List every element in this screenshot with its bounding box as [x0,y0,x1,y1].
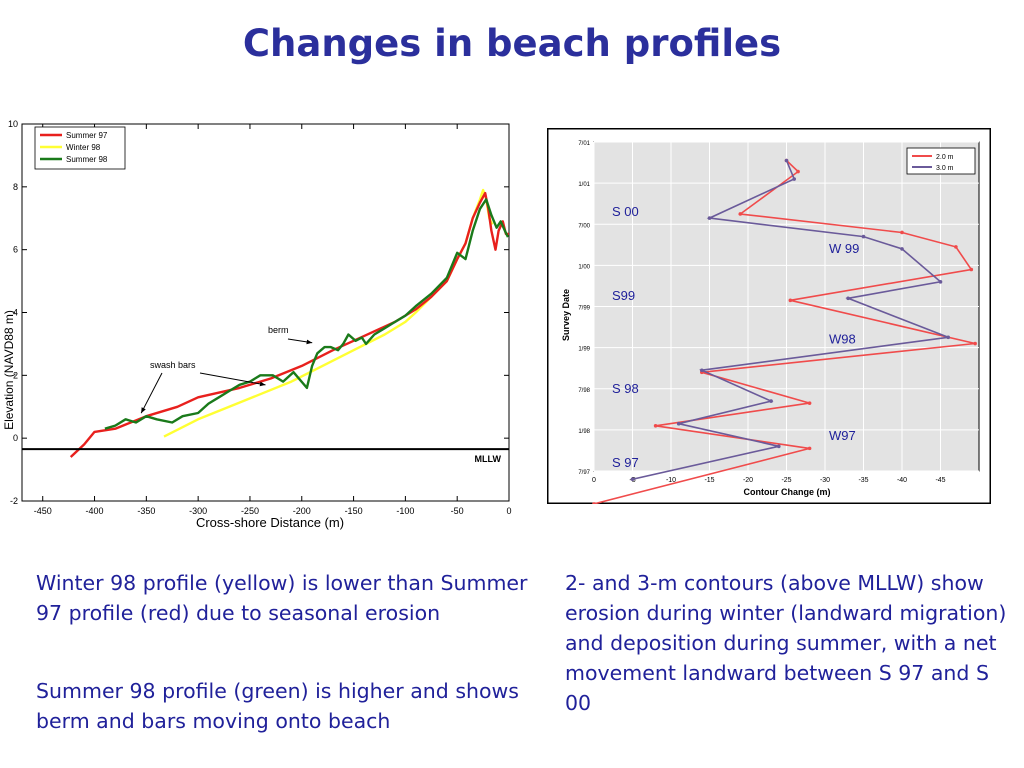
y-tick-label: 2 [13,370,18,380]
y-tick-label: 7/00 [578,223,590,229]
plot-area [21,123,510,502]
x-tick-label: -300 [189,506,207,516]
data-point [796,169,800,174]
data-point [946,335,950,340]
swash-arrow-head [259,381,266,387]
data-point [900,247,904,251]
data-point [861,234,866,239]
series-line-summer-98 [104,198,510,430]
y-axis-label: Elevation (NAVD88 m) [2,310,16,430]
data-point [807,401,812,405]
y-tick-label: 1/00 [578,264,590,270]
x-tick-label: -40 [897,477,907,484]
x-tick-label: -150 [345,506,363,516]
y-tick-label: 7/99 [578,306,590,312]
y-tick-label: 10 [8,119,18,129]
y-tick-label: 1/98 [578,429,590,435]
swash-arrow [140,372,163,414]
data-point [738,212,743,216]
data-point [954,245,958,249]
legend-label: Summer 97 [66,131,108,140]
data-point [846,296,850,301]
y-axis-label: Survey Date [561,289,571,341]
berm-label: berm [268,325,289,335]
x-tick-label: 0 [592,477,596,484]
x-tick-label: -15 [704,477,714,484]
y-tick-label: 7/01 [578,141,590,147]
x-tick-label: 0 [506,506,511,516]
data-point [784,158,789,163]
data-point [792,177,796,181]
data-point [973,341,977,346]
x-tick-label: -30 [820,477,830,484]
x-tick-label: -250 [241,506,259,516]
y-tick-label: 6 [13,245,18,255]
season-label: S 98 [612,381,639,396]
season-label: S 00 [612,204,639,219]
x-tick-label: -450 [34,506,52,516]
note-text: Summer 98 profile (green) is higher and … [36,679,519,733]
x-tick-label: -100 [396,506,414,516]
season-label: W97 [829,428,856,443]
data-point [777,444,781,449]
x-tick-label: -200 [293,506,311,516]
x-tick-label: -350 [137,506,155,516]
mllw-label: MLLW [475,454,502,464]
data-point [707,216,712,220]
note-text: 2- and 3-m contours (above MLLW) show er… [565,571,1007,715]
data-point [676,421,681,426]
season-label: W 99 [829,241,859,256]
x-tick-label: -45 [935,477,945,484]
legend-label: Summer 98 [66,155,108,164]
data-point [807,446,812,451]
season-label: S 97 [612,455,639,470]
legend-label: Winter 98 [66,143,101,152]
berm-arrow-head [306,339,313,345]
y-tick-label: 1/01 [578,182,590,188]
y-tick-label: 0 [13,433,18,443]
note-winter-98: Winter 98 profile (yellow) is lower than… [36,568,536,628]
x-tick-label: -50 [451,506,464,516]
x-tick-label: -10 [666,477,676,484]
legend-box [906,147,976,175]
data-point [969,267,974,272]
y-tick-label: -2 [10,496,18,506]
note-text: Winter 98 profile (yellow) is lower than… [36,571,528,625]
y-tick-label: 7/98 [578,388,590,394]
series-line-winter-98 [163,188,494,438]
swash-arrow [199,372,266,386]
season-label: S99 [612,288,635,303]
swash-arrow-head [141,407,146,414]
x-tick-label: -25 [781,477,791,484]
data-point [653,423,658,428]
y-tick-label: 1/99 [578,347,590,353]
series-line-summer-97 [69,191,509,458]
x-tick-label: -35 [858,477,868,484]
data-point [630,477,635,482]
data-point [900,230,904,235]
x-tick-label: -400 [86,506,104,516]
note-contours: 2- and 3-m contours (above MLLW) show er… [565,568,1020,718]
data-point [592,502,596,504]
data-point [938,280,943,284]
contour-change-chart: 0-5-10-15-20-25-30-35-40-457/011/017/001… [547,128,991,504]
season-label: W98 [829,331,856,346]
x-axis-label: Contour Change (m) [744,487,831,497]
x-axis-label: Cross-shore Distance (m) [196,515,344,530]
x-tick-label: -20 [743,477,753,484]
legend-label: 2.0 m [936,154,954,161]
y-tick-label: 8 [13,182,18,192]
y-tick-label: 4 [13,308,18,318]
swash-bars-label: swash bars [150,360,196,370]
legend-label: 3.0 m [936,165,954,172]
data-point [769,399,773,403]
y-tick-label: 7/97 [578,470,590,476]
note-summer-98: Summer 98 profile (green) is higher and … [36,676,536,736]
data-point [788,298,793,303]
slide-title: Changes in beach profiles [242,22,782,65]
beach-profile-chart: -450 -400 -350 -300 -250 -200 -150 -100 -50 0 -2 0 2… [2,119,512,530]
data-point [700,368,704,373]
